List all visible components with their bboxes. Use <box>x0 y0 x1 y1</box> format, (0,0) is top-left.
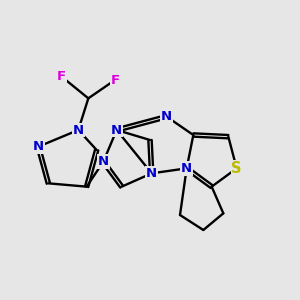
Text: N: N <box>98 155 109 168</box>
Text: N: N <box>146 167 157 180</box>
Text: N: N <box>181 162 192 175</box>
Text: N: N <box>111 124 122 136</box>
Text: S: S <box>231 161 242 176</box>
Text: N: N <box>33 140 44 153</box>
Text: N: N <box>73 124 84 136</box>
Text: N: N <box>161 110 172 123</box>
Text: F: F <box>110 74 120 86</box>
Text: F: F <box>57 70 66 83</box>
